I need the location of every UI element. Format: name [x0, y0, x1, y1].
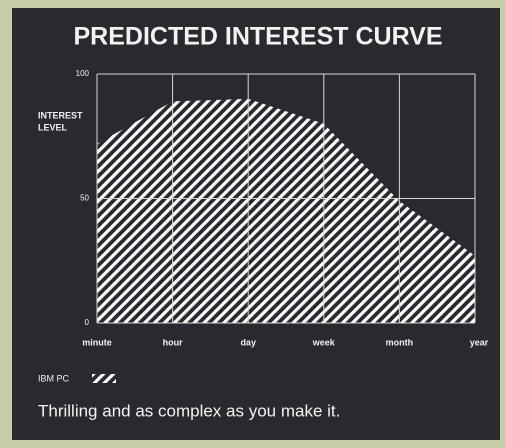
x-tick-label: month	[386, 337, 414, 347]
y-axis-label: LEVEL	[38, 122, 68, 132]
y-tick-label: 50	[80, 194, 89, 203]
x-tick-label: week	[312, 337, 336, 347]
caption: Thrilling and as complex as you make it.	[38, 401, 340, 420]
y-axis-label: INTEREST	[38, 110, 83, 120]
x-tick-label: year	[470, 337, 489, 347]
x-tick-label: day	[240, 337, 256, 347]
area	[97, 98, 475, 324]
legend-swatch	[92, 374, 116, 383]
x-tick-label: hour	[163, 337, 183, 347]
y-tick-label: 0	[85, 318, 90, 327]
legend-label: IBM PC	[38, 373, 70, 383]
x-tick-label: minute	[82, 337, 112, 347]
chart-title: PREDICTED INTEREST CURVE	[73, 23, 442, 51]
y-tick-label: 100	[76, 69, 90, 78]
